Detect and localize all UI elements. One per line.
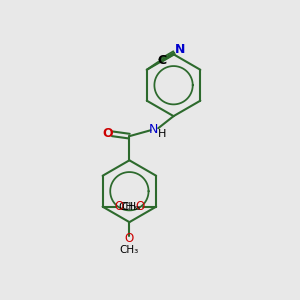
Text: O: O — [114, 200, 123, 213]
Text: O: O — [135, 200, 145, 213]
Text: N: N — [148, 123, 158, 136]
Text: H: H — [158, 129, 166, 139]
Text: CH₃: CH₃ — [121, 202, 140, 212]
Text: CH₃: CH₃ — [118, 202, 138, 212]
Text: O: O — [125, 232, 134, 245]
Text: C: C — [157, 53, 166, 67]
Text: O: O — [102, 127, 113, 140]
Text: CH₃: CH₃ — [120, 244, 139, 254]
Text: N: N — [175, 43, 185, 56]
